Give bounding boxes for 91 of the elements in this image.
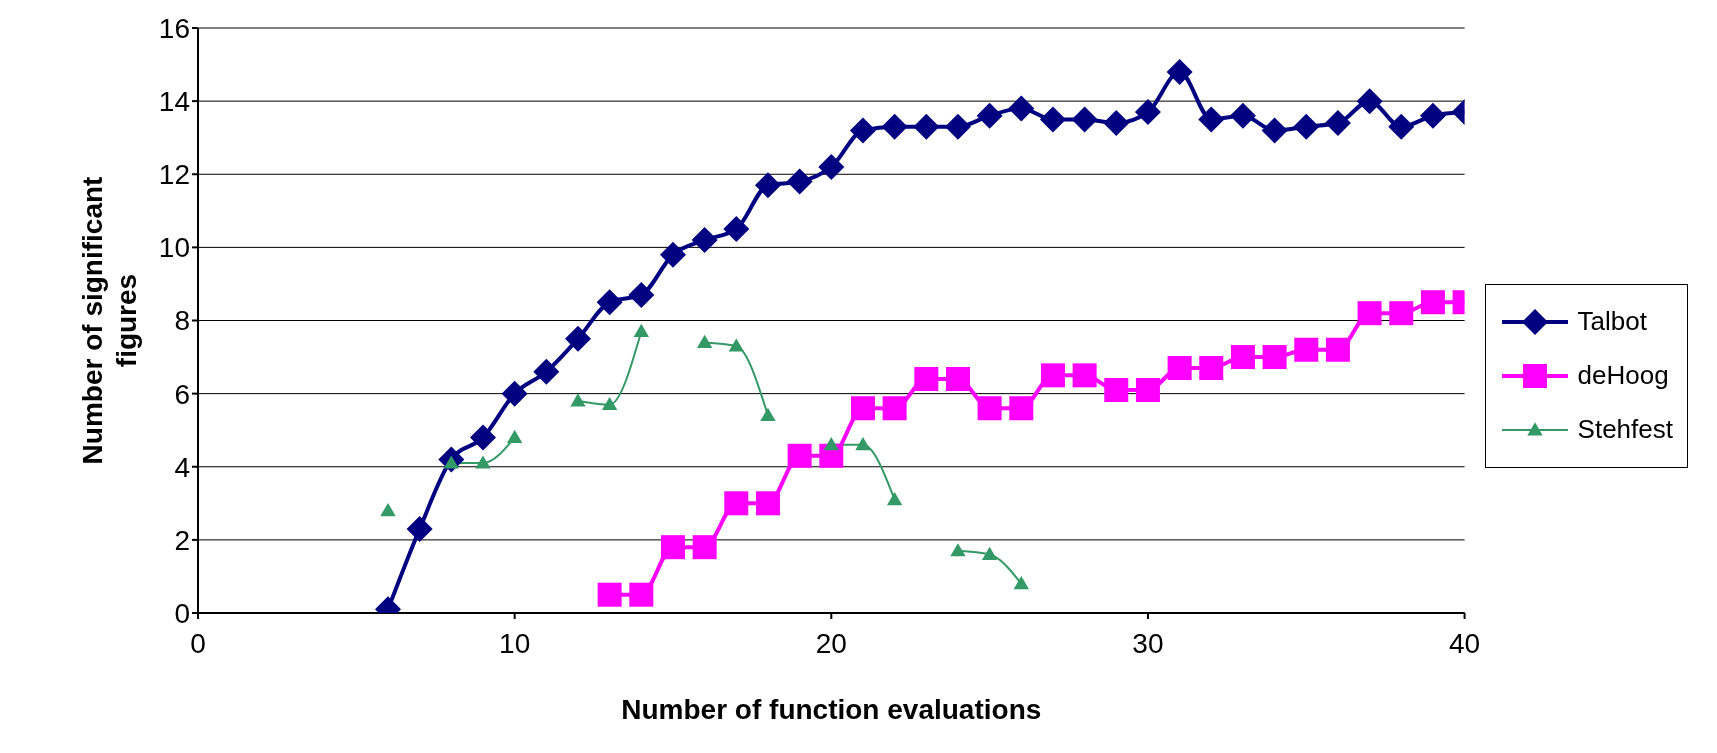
point (1199, 356, 1224, 381)
point (913, 113, 940, 140)
point (1134, 99, 1161, 126)
point (1294, 337, 1319, 362)
point (1293, 113, 1320, 140)
point (850, 396, 875, 421)
point (755, 491, 780, 516)
point (1071, 106, 1098, 133)
point (977, 396, 1002, 421)
point (823, 437, 839, 451)
y-tick-label: 6 (174, 378, 190, 410)
point (976, 102, 1003, 129)
point (1324, 110, 1351, 137)
point (728, 338, 744, 352)
point (506, 429, 523, 443)
y-tick-label: 8 (174, 305, 190, 337)
point (1009, 396, 1034, 421)
point (406, 515, 433, 542)
point (1262, 345, 1287, 370)
point (886, 491, 903, 506)
point (1039, 106, 1066, 133)
point (723, 216, 750, 243)
point (380, 502, 396, 517)
point (691, 227, 718, 254)
point (818, 153, 845, 180)
point (469, 424, 496, 451)
point (944, 113, 971, 140)
point (1040, 363, 1065, 388)
point (1325, 337, 1350, 362)
legend-label: deHoog (1577, 360, 1669, 391)
point (950, 543, 966, 557)
point (1008, 95, 1035, 122)
point (881, 113, 908, 140)
point (533, 358, 560, 385)
point (855, 437, 871, 451)
point (597, 582, 622, 607)
point (1103, 110, 1130, 137)
point (696, 334, 713, 348)
point (1167, 356, 1192, 381)
y-tick-label: 4 (174, 451, 190, 483)
point (849, 117, 876, 144)
point (1261, 117, 1288, 144)
point (1072, 363, 1097, 388)
y-tick-label: 0 (174, 597, 190, 629)
point (786, 168, 813, 195)
point (564, 325, 591, 352)
x-tick-label: 10 (499, 627, 531, 659)
point (787, 443, 812, 468)
y-tick-label: 16 (158, 12, 190, 44)
legend-label: Stehfest (1577, 414, 1673, 445)
point (1230, 345, 1255, 370)
x-axis-title: Number of function evaluations (621, 694, 1042, 725)
point (633, 323, 650, 337)
y-tick-label: 10 (158, 232, 190, 264)
x-tick-label: 20 (815, 627, 847, 659)
point (570, 393, 586, 407)
x-tick-label: 40 (1449, 627, 1481, 659)
point (1357, 301, 1382, 326)
point (628, 281, 655, 308)
point (945, 367, 970, 391)
point (475, 455, 491, 469)
point (1419, 102, 1446, 129)
point (1420, 290, 1445, 315)
point (601, 396, 618, 411)
y-tick-label: 12 (158, 159, 190, 191)
point (501, 380, 528, 407)
point (660, 535, 685, 560)
point (692, 535, 717, 560)
point (1388, 113, 1415, 140)
point (1135, 377, 1160, 402)
point (760, 407, 776, 422)
point (1198, 106, 1225, 133)
y-tick-label: 14 (158, 86, 190, 118)
point (1013, 576, 1029, 590)
point (724, 491, 749, 516)
point (882, 396, 907, 421)
point (1356, 88, 1383, 115)
point (1229, 102, 1256, 129)
x-tick-label: 30 (1132, 627, 1164, 659)
point (1104, 377, 1129, 402)
point (596, 289, 623, 316)
point (659, 241, 686, 268)
point (981, 546, 998, 560)
point (1389, 301, 1414, 326)
point (629, 582, 654, 607)
legend-label: Talbot (1577, 306, 1647, 337)
y-tick-label: 2 (174, 524, 190, 556)
point (754, 172, 781, 199)
y-axis-title: Number of significant figures (77, 176, 142, 465)
point (914, 367, 939, 391)
point (1166, 58, 1193, 85)
